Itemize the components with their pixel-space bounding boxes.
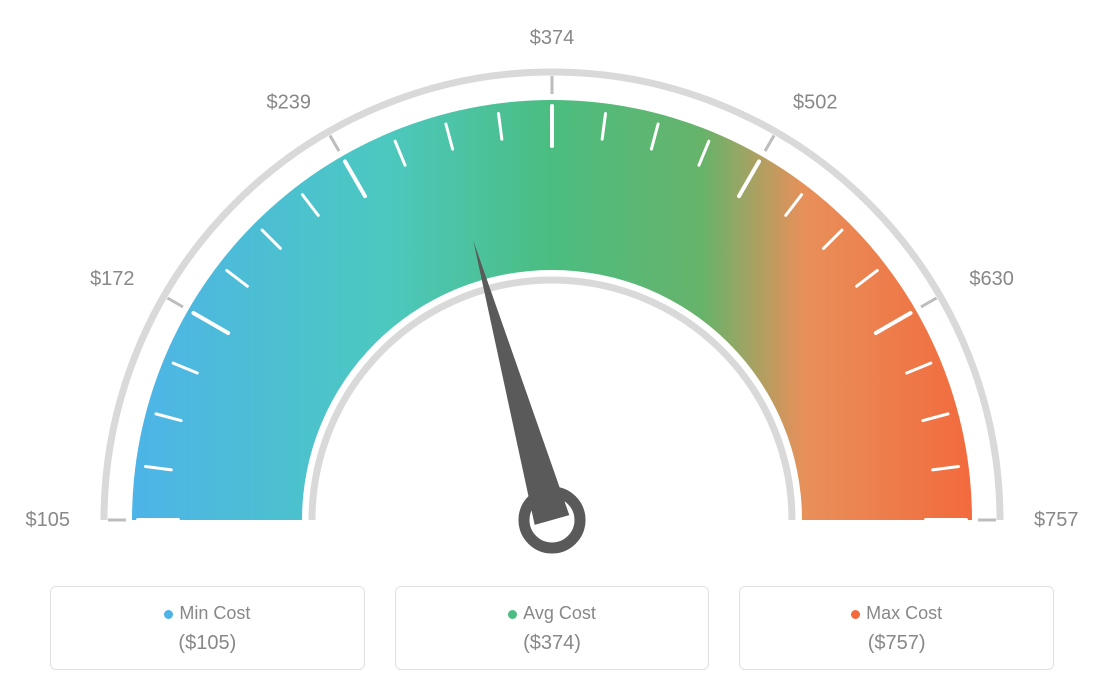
svg-text:$374: $374 (530, 27, 575, 49)
legend-card-min: Min Cost ($105) (50, 586, 365, 670)
svg-text:$757: $757 (1034, 509, 1079, 531)
legend-row: Min Cost ($105) Avg Cost ($374) Max Cost… (50, 586, 1054, 670)
legend-value-avg: ($374) (406, 632, 699, 655)
legend-value-min: ($105) (61, 632, 354, 655)
legend-card-max: Max Cost ($757) (739, 586, 1054, 670)
legend-dot-max (851, 610, 860, 619)
legend-title-text: Max Cost (866, 603, 942, 623)
svg-text:$172: $172 (90, 268, 135, 290)
gauge-chart: $105 $172 $239 $374 $502 $630 $757 (0, 0, 1104, 570)
legend-title: Min Cost (61, 603, 354, 624)
svg-text:$105: $105 (26, 509, 71, 531)
gauge-svg: $105 $172 $239 $374 $502 $630 $757 (0, 0, 1104, 570)
legend-dot-min (164, 610, 173, 619)
legend-title-text: Min Cost (179, 603, 250, 623)
svg-text:$502: $502 (793, 92, 838, 114)
svg-text:$239: $239 (267, 92, 312, 114)
legend-title: Max Cost (750, 603, 1043, 624)
legend-title-text: Avg Cost (523, 603, 596, 623)
legend-card-avg: Avg Cost ($374) (395, 586, 710, 670)
svg-text:$630: $630 (969, 268, 1014, 290)
legend-title: Avg Cost (406, 603, 699, 624)
legend-value-max: ($757) (750, 632, 1043, 655)
legend-dot-avg (508, 610, 517, 619)
